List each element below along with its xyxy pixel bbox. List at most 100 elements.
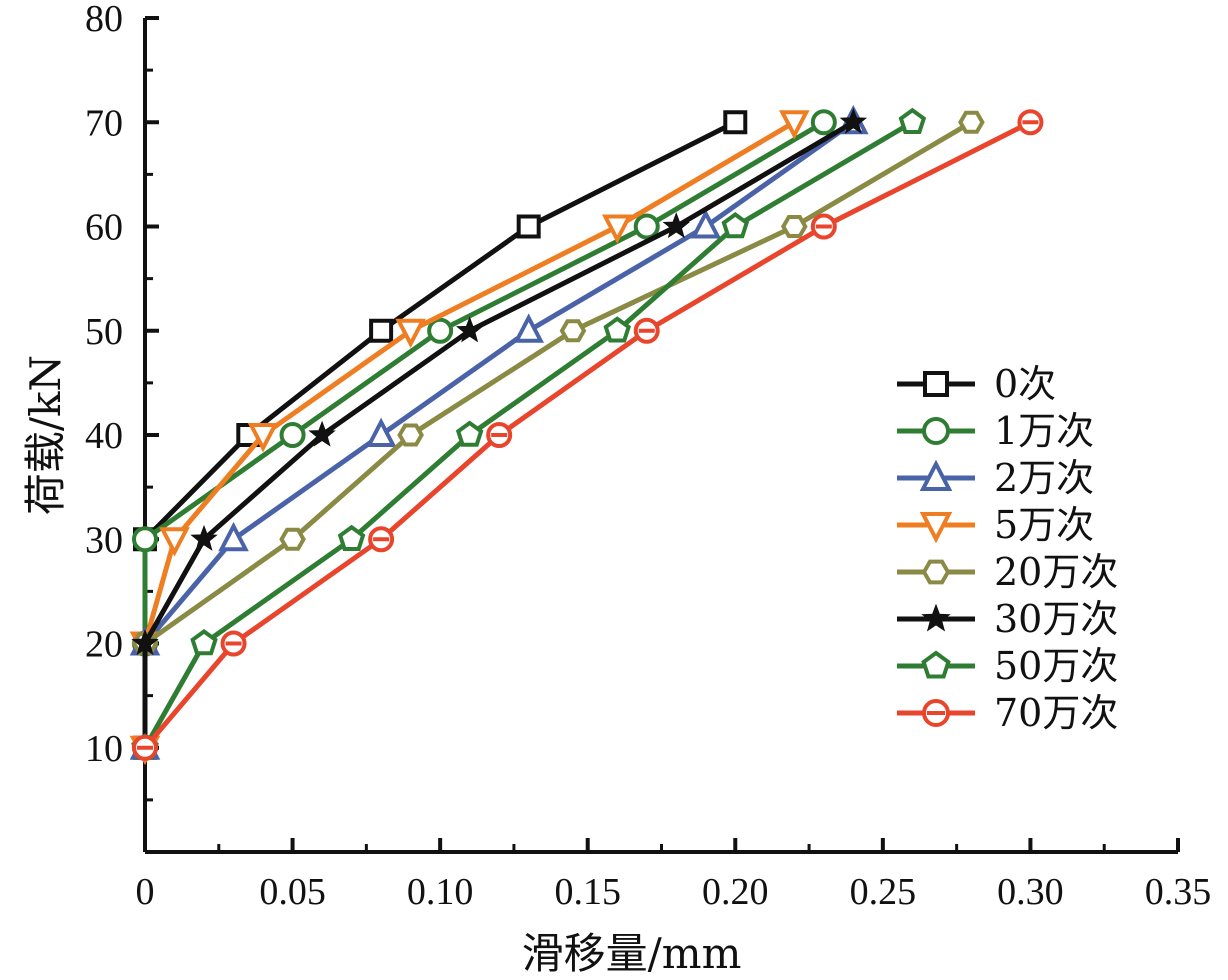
data-point (486, 422, 513, 448)
legend-label: 0次 (994, 362, 1056, 406)
legend-marker (921, 603, 951, 632)
marker-shape (516, 214, 541, 239)
data-point (721, 212, 750, 239)
series-1 (133, 110, 748, 760)
x-tick-label: 0.30 (997, 871, 1064, 913)
marker-shape (919, 512, 953, 544)
data-point (132, 526, 158, 553)
data-point (810, 109, 837, 136)
data-point (662, 212, 690, 239)
marker-shape (190, 629, 218, 656)
y-tick-label: 70 (85, 102, 123, 144)
data-point (279, 527, 306, 551)
legend-item: 1万次 (897, 409, 1094, 453)
legend-marker (923, 371, 949, 397)
data-point (159, 527, 190, 557)
marker-shape (308, 420, 336, 447)
data-point (369, 318, 394, 343)
legend-label: 30万次 (994, 597, 1118, 641)
x-tick-label: 0 (136, 871, 155, 913)
marker-shape (922, 417, 950, 445)
data-point (839, 107, 868, 134)
marker-shape (279, 422, 306, 448)
legend-label: 5万次 (994, 503, 1094, 547)
data-point (218, 521, 249, 552)
x-tick-label: 0.20 (702, 871, 769, 913)
data-point (723, 110, 748, 135)
data-point (365, 417, 397, 447)
marker-shape (690, 209, 722, 239)
data-point (337, 524, 366, 551)
data-point (220, 630, 247, 657)
data-point (131, 629, 159, 656)
data-point (395, 318, 426, 349)
data-point (397, 423, 424, 447)
data-point (427, 317, 454, 344)
legend-marker (922, 699, 950, 727)
marker-shape (923, 371, 949, 397)
legend-marker (919, 512, 953, 544)
y-tick-label: 40 (85, 415, 123, 457)
y-tick-label: 50 (85, 311, 123, 353)
legend-item: 0次 (897, 362, 1056, 406)
data-point (308, 420, 336, 447)
data-point (810, 213, 837, 240)
y-tick-label: 60 (85, 207, 123, 249)
legend-label: 20万次 (994, 550, 1118, 594)
marker-shape (919, 459, 953, 491)
y-tick-label: 10 (85, 728, 123, 770)
marker-shape (513, 313, 544, 343)
legend-label: 1万次 (994, 409, 1094, 453)
x-tick-label: 0.15 (554, 871, 621, 913)
marker-shape (779, 110, 810, 140)
legend-label: 2万次 (994, 456, 1094, 500)
data-point (958, 110, 985, 134)
marker-shape (921, 650, 951, 679)
data-point (190, 629, 218, 656)
marker-shape (721, 212, 750, 239)
data-point (132, 734, 158, 761)
legend-label: 70万次 (994, 691, 1118, 735)
data-point (279, 422, 306, 448)
data-point (601, 214, 633, 244)
marker-shape (397, 423, 424, 447)
marker-shape (810, 109, 837, 136)
series-8 (132, 109, 1044, 761)
marker-shape (958, 110, 985, 134)
data-point (190, 524, 218, 551)
legend-marker (919, 459, 953, 491)
data-point (781, 214, 808, 239)
legend-item: 20万次 (897, 550, 1118, 594)
marker-shape (839, 107, 868, 134)
series-line (142, 119, 1033, 751)
marker-shape (455, 420, 484, 447)
marker-shape (247, 423, 279, 453)
marker-shape (781, 214, 808, 239)
legend-item: 30万次 (897, 597, 1118, 641)
data-point (633, 213, 660, 240)
data-point (603, 316, 631, 343)
data-point (690, 209, 722, 239)
data-point (633, 317, 660, 344)
data-point (779, 110, 810, 140)
plot-series (129, 104, 1044, 766)
data-point (455, 316, 484, 343)
legend-marker (921, 650, 951, 679)
marker-shape (337, 524, 366, 551)
marker-shape (427, 317, 454, 344)
x-tick-label: 0.35 (1145, 871, 1212, 913)
marker-shape (601, 214, 633, 244)
data-point (368, 526, 395, 553)
data-point (516, 214, 541, 239)
marker-shape (365, 417, 397, 447)
data-point (455, 420, 484, 447)
marker-shape (369, 318, 394, 343)
data-point (247, 423, 279, 453)
marker-shape (218, 521, 249, 552)
x-axis-title: 滑移量/mm (522, 929, 742, 978)
y-tick-label: 80 (85, 0, 123, 40)
marker-shape (662, 212, 690, 239)
legend-label: 50万次 (994, 644, 1118, 688)
marker-shape (921, 603, 951, 632)
